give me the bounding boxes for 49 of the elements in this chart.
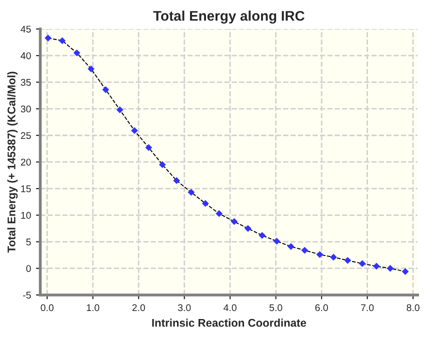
point	[244, 225, 252, 232]
x-tick-label: 3.0	[178, 304, 191, 312]
x-tick-label: 7.0	[361, 304, 374, 312]
point	[316, 251, 323, 258]
point	[274, 238, 280, 244]
point	[387, 265, 394, 272]
x-tick-label: 6.0	[315, 304, 328, 312]
point	[216, 210, 222, 217]
y-tick-label: 10	[21, 212, 31, 219]
point	[258, 232, 266, 239]
point	[288, 243, 294, 250]
point	[402, 268, 408, 275]
x-tick-label: 4.0	[224, 304, 236, 312]
x-tick-label: 8.0	[406, 304, 420, 312]
point	[202, 200, 209, 207]
point	[44, 34, 52, 42]
y-tick-label: 40	[20, 52, 31, 60]
y-tick-label: 35	[20, 78, 31, 86]
y-axis-title: Total Energy (+ 145387) (KCal/Mol)	[7, 72, 18, 253]
point	[102, 86, 109, 93]
x-tick-label: 0.0	[40, 304, 54, 312]
y-tick-label: 0	[26, 265, 31, 272]
y-tick-label: 45	[20, 26, 31, 33]
point	[59, 38, 66, 44]
y-tick-label: 30	[20, 106, 31, 112]
point	[74, 50, 80, 56]
point	[188, 189, 194, 196]
point	[116, 106, 124, 113]
point	[373, 263, 380, 270]
x-tick-label: 1.0	[86, 304, 100, 312]
y-tick-label: 20	[20, 158, 31, 166]
point	[302, 247, 308, 254]
point	[359, 260, 366, 267]
point	[344, 257, 351, 264]
y-tick-label: 15	[21, 185, 31, 192]
x-tick-label: 2.0	[132, 304, 145, 312]
chart-title: Total Energy along IRC	[153, 10, 304, 24]
point	[231, 218, 238, 225]
point	[131, 127, 138, 134]
point	[330, 254, 337, 260]
point	[88, 66, 94, 72]
point	[159, 161, 166, 168]
point	[146, 144, 152, 151]
x-axis-title: Intrinsic Reaction Coordinate	[152, 318, 306, 327]
point	[173, 177, 180, 184]
x-tick-label: 5.0	[269, 304, 282, 312]
y-tick-label: -5	[23, 292, 31, 299]
y-tick-label: 25	[20, 132, 31, 139]
y-tick-label: 5	[26, 238, 31, 246]
